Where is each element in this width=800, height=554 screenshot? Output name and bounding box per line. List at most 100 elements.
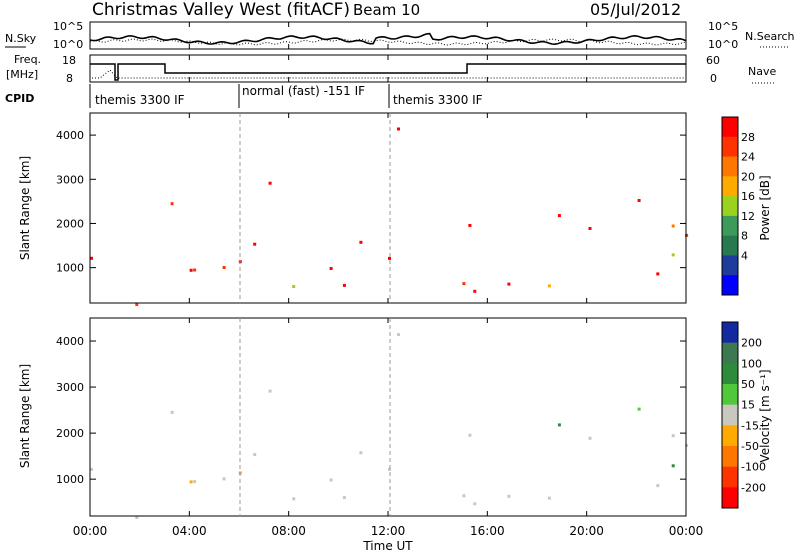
velocity-cell xyxy=(671,434,675,438)
velocity-ytick-label: 3000 xyxy=(56,381,84,394)
power-colorbar-swatch xyxy=(722,117,738,138)
velocity-colorbar-tick: -15 xyxy=(741,419,759,432)
power-y-ticks: 1000 2000 3000 4000 xyxy=(56,129,686,275)
power-colorbar-tick: 8 xyxy=(741,230,748,243)
power-cell xyxy=(222,266,226,269)
freq-tick-top: 18 xyxy=(62,54,76,67)
velocity-cell xyxy=(135,516,139,519)
velocity-colorbar-swatch xyxy=(722,446,738,468)
freq-series-line xyxy=(90,63,686,81)
freq-label-line2: [MHz] xyxy=(6,68,38,81)
power-colorbar-swatch xyxy=(722,176,738,197)
power-colorbar-tick: 12 xyxy=(741,210,755,223)
power-cell xyxy=(189,268,193,272)
power-cell xyxy=(462,282,466,286)
freq-tick-bottom: 8 xyxy=(66,72,73,85)
power-cell xyxy=(468,224,472,227)
velocity-cell xyxy=(170,410,174,414)
velocity-cell xyxy=(292,497,296,501)
power-colorbar-tick: 28 xyxy=(741,131,755,144)
velocity-colorbar-label: Velocity [m s⁻¹] xyxy=(758,369,772,462)
velocity-colorbar-swatch xyxy=(722,342,738,364)
cpid-segment-3: themis 3300 IF xyxy=(393,93,483,107)
velocity-ylabel: Slant Range [km] xyxy=(18,364,32,468)
nsearch-tick-bottom: 10^0 xyxy=(708,38,738,51)
velocity-cell xyxy=(90,467,93,471)
power-colorbar-frame xyxy=(721,116,739,296)
velocity-colorbar-tick: 50 xyxy=(741,378,755,391)
power-cell xyxy=(268,181,272,185)
velocity-y-ticks: 1000 2000 3000 4000 xyxy=(56,335,686,486)
power-cell xyxy=(388,256,391,260)
velocity-colorbar: 200 100 50 15 -15 -50 -100 -200 xyxy=(721,321,766,509)
velocity-colorbar-tick: -100 xyxy=(741,461,766,474)
power-cell xyxy=(253,242,257,246)
power-cell xyxy=(342,283,346,287)
nsky-label: N.Sky xyxy=(5,32,37,45)
cpid-label: CPID xyxy=(5,92,34,105)
freq-label-line1: Freq. xyxy=(14,53,41,66)
velocity-colorbar-swatch xyxy=(722,384,738,406)
velocity-colorbar-swatch xyxy=(722,466,738,488)
velocity-colorbar-tick: 100 xyxy=(741,357,762,370)
velocity-cell xyxy=(342,496,346,500)
velocity-cell xyxy=(468,433,472,437)
velocity-cell xyxy=(473,502,477,506)
velocity-cell xyxy=(671,464,675,468)
power-colorbar-swatch xyxy=(722,255,738,276)
nave-series-line xyxy=(92,69,686,79)
power-cell xyxy=(557,214,561,218)
cpid-segment-1: themis 3300 IF xyxy=(95,93,185,107)
velocity-colorbar-tick: 15 xyxy=(741,399,755,412)
power-cell xyxy=(588,227,592,230)
power-cell xyxy=(170,202,174,206)
power-cell xyxy=(90,256,93,260)
velocity-cell xyxy=(507,494,511,498)
power-colorbar-tick: 20 xyxy=(741,170,755,183)
velocity-colorbar-swatch xyxy=(722,425,738,447)
x-tick-label: 00:00 xyxy=(73,524,108,538)
power-cell xyxy=(656,272,660,276)
velocity-cell xyxy=(637,407,641,411)
power-colorbar-swatch xyxy=(722,275,738,296)
power-colorbar-swatch xyxy=(722,156,738,177)
velocity-colorbar-tick: 200 xyxy=(741,337,762,350)
x-tick-label: 08:00 xyxy=(271,524,306,538)
power-colorbar-tick: 16 xyxy=(741,190,755,203)
power-cell xyxy=(671,253,675,257)
velocity-cell xyxy=(329,478,333,482)
power-colorbar-tick: 24 xyxy=(741,151,755,164)
nave-tick-top: 60 xyxy=(706,54,720,67)
x-axis-ticks: 00:00 04:00 08:00 12:00 16:00 20:00 00:00 xyxy=(73,22,704,538)
nsearch-tick-top: 10^5 xyxy=(708,20,738,33)
velocity-ytick-label: 1000 xyxy=(56,473,84,486)
power-ylabel: Slant Range [km] xyxy=(18,156,32,260)
velocity-cell xyxy=(222,477,226,481)
x-tick-label: 00:00 xyxy=(669,524,704,538)
power-cell xyxy=(547,284,551,288)
velocity-panel-frame xyxy=(89,317,687,517)
nsky-tick-bottom: 10^0 xyxy=(53,38,83,51)
date-label: 05/Jul/2012 xyxy=(590,0,681,19)
power-cell xyxy=(473,289,477,293)
power-ytick-label: 1000 xyxy=(56,262,84,275)
x-tick-label: 16:00 xyxy=(470,524,505,538)
velocity-cell xyxy=(462,494,466,498)
velocity-colorbar-swatch xyxy=(722,487,738,509)
power-cell xyxy=(685,233,689,237)
x-axis-label: Time UT xyxy=(362,539,413,553)
velocity-cell xyxy=(268,389,272,393)
cpid-segment-2: normal (fast) -151 IF xyxy=(242,84,365,98)
power-cell xyxy=(507,282,511,286)
velocity-cell xyxy=(656,484,660,488)
nave-tick-bottom: 0 xyxy=(710,72,717,85)
velocity-colorbar-swatch xyxy=(722,322,738,344)
velocity-cell xyxy=(388,467,391,471)
power-panel-frame xyxy=(89,112,687,304)
nsearch-label: N.Search xyxy=(745,30,795,43)
power-ytick-label: 3000 xyxy=(56,173,84,186)
velocity-colorbar-swatch xyxy=(722,363,738,385)
velocity-cell xyxy=(193,480,197,484)
